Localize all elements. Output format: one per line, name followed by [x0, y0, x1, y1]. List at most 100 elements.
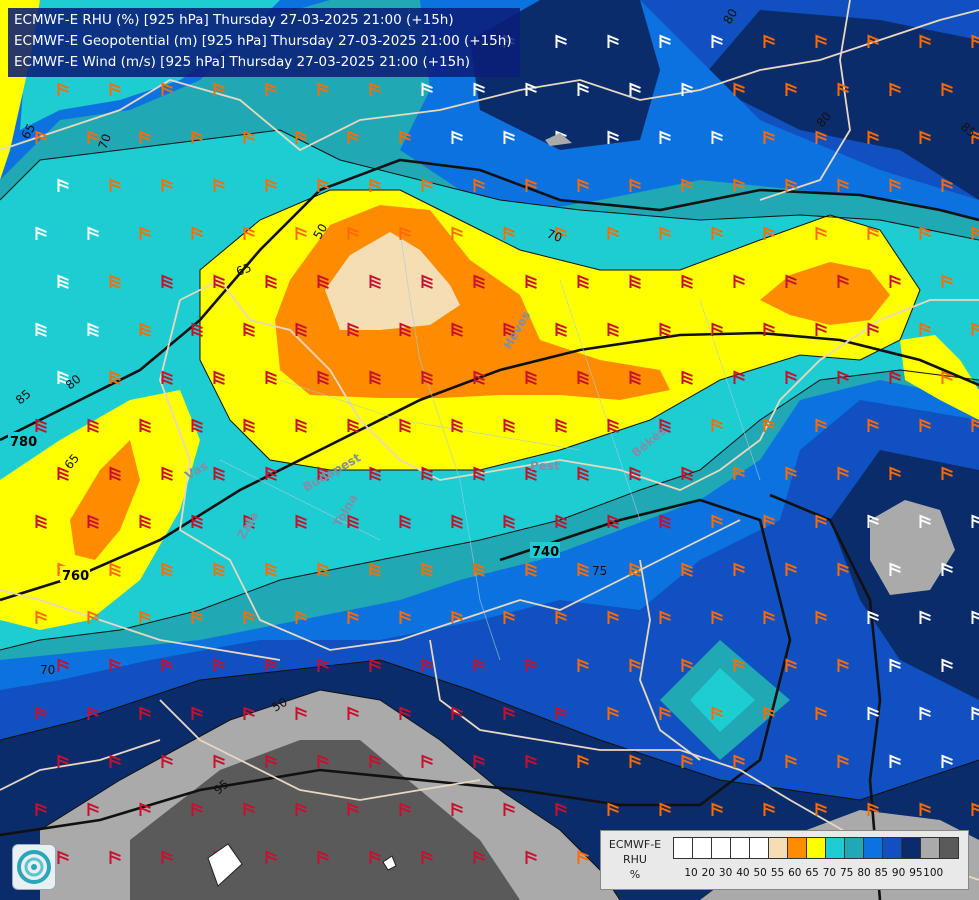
wind-barb	[161, 274, 173, 289]
wind-barb	[607, 514, 619, 529]
wind-barb	[317, 658, 329, 672]
wind-barb	[785, 754, 797, 768]
wind-barb	[733, 274, 745, 288]
wind-barb	[607, 226, 619, 240]
wind-barb	[941, 178, 953, 192]
wind-barb	[941, 754, 953, 768]
map-title-box: ECMWF-E RHU (%) [925 hPa] Thursday 27-03…	[8, 8, 520, 77]
wind-barb	[191, 322, 203, 337]
legend-swatch	[787, 837, 807, 859]
wind-barb	[191, 802, 203, 816]
wind-barb	[577, 370, 589, 385]
wind-barb	[473, 754, 485, 768]
wind-barb	[919, 130, 931, 144]
wind-barb	[191, 610, 203, 624]
wind-barb	[473, 658, 485, 672]
legend-tick-label: 85	[874, 867, 888, 879]
wind-barb	[399, 322, 411, 337]
geopotential-label-780: 780	[10, 435, 37, 450]
wind-barb	[369, 370, 381, 385]
wind-barb	[867, 514, 879, 528]
wind-barb	[577, 178, 589, 192]
wind-barb	[35, 322, 47, 337]
wind-barb	[837, 178, 849, 192]
wind-barb	[763, 418, 775, 432]
wind-barb	[971, 514, 979, 528]
wind-barb	[555, 322, 567, 337]
wind-barb	[265, 850, 277, 864]
rhu-contour-lines	[0, 129, 979, 900]
wind-barb	[815, 418, 827, 432]
wind-barb	[659, 34, 671, 48]
wind-barb	[577, 850, 589, 864]
wind-barb	[451, 418, 463, 433]
rhu-band-85-90-northeast	[770, 20, 979, 160]
wind-barb	[87, 418, 99, 433]
wind-barb	[57, 754, 69, 768]
rhu-band-55-60-west	[70, 440, 140, 560]
wind-barb	[867, 610, 879, 624]
wind-barb	[35, 226, 47, 240]
wind-barb	[109, 466, 121, 481]
wind-barb	[503, 130, 515, 144]
wind-barb	[347, 130, 359, 144]
wind-barb	[525, 658, 537, 672]
wind-barb	[213, 466, 225, 481]
wind-barb	[503, 706, 515, 720]
wind-barb	[681, 178, 693, 192]
wind-barb	[87, 802, 99, 816]
wind-barb	[607, 802, 619, 816]
wind-barb	[109, 178, 121, 192]
wind-barb	[451, 610, 463, 624]
wind-barb	[57, 370, 69, 385]
legend-swatch	[768, 837, 788, 859]
wind-barb	[369, 658, 381, 672]
wind-barb	[941, 82, 953, 96]
wind-barb	[243, 226, 255, 240]
wind-barb	[867, 34, 879, 48]
rhu-band-50-55	[325, 232, 460, 330]
wind-barb	[629, 274, 641, 289]
wind-barb	[815, 706, 827, 720]
wind-barb	[733, 466, 745, 480]
wind-barb	[109, 274, 121, 289]
wind-barb	[867, 418, 879, 432]
wind-barb	[971, 130, 979, 144]
wind-barb	[733, 178, 745, 192]
wind-barb	[35, 514, 47, 529]
wind-barb	[607, 706, 619, 720]
wind-barb	[889, 658, 901, 672]
wind-barb	[607, 34, 619, 48]
wind-barb	[919, 610, 931, 624]
wind-barb	[555, 514, 567, 529]
wind-barb	[785, 82, 797, 96]
legend-tick-label: 60	[788, 867, 802, 879]
legend-tick-label: 50	[753, 867, 767, 879]
legend-ticks: 10 20 30 40 50 55 60 65 70 75 80 85 90 95 100	[673, 867, 973, 881]
wind-barb	[971, 322, 979, 336]
wind-barb	[971, 706, 979, 720]
geopotential-780-line	[0, 158, 979, 442]
rhu-label: 50	[310, 221, 330, 241]
wind-barb	[525, 274, 537, 289]
wind-barb	[451, 514, 463, 529]
wind-barb	[629, 658, 641, 672]
wind-barb	[555, 802, 567, 816]
title-line-wind: ECMWF-E Wind (m/s) [925 hPa] Thursday 27…	[14, 54, 471, 70]
wind-barb	[577, 754, 589, 768]
wind-barb	[421, 466, 433, 481]
wind-barb	[35, 706, 47, 720]
wind-barb	[347, 610, 359, 624]
wind-barb	[109, 562, 121, 577]
wind-barb	[57, 466, 69, 481]
wind-barb	[369, 82, 381, 96]
wind-barb	[265, 466, 277, 481]
geopotential-label-760: 760	[62, 569, 89, 584]
wind-barb	[503, 514, 515, 529]
wind-barb	[421, 82, 433, 96]
legend-tick-label: 30	[718, 867, 733, 879]
wind-barb	[577, 466, 589, 481]
wind-barb	[161, 754, 173, 768]
wind-barb	[941, 370, 953, 384]
wind-barb	[35, 802, 47, 816]
